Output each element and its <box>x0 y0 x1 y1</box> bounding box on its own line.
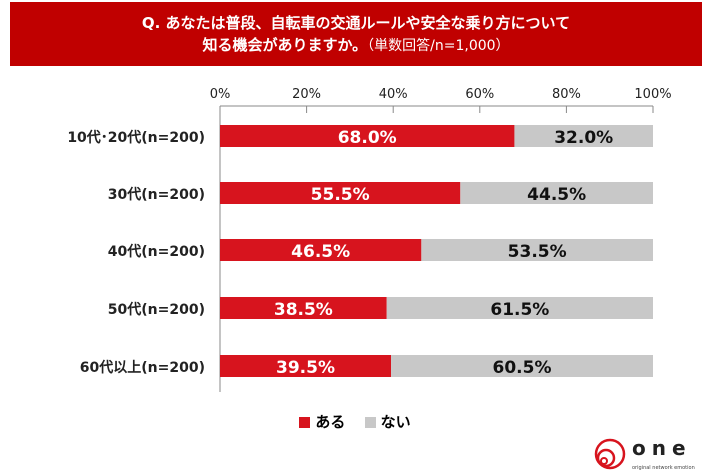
legend-swatch <box>364 417 376 428</box>
bar-aru <box>220 125 515 147</box>
one-logo: one original network emotion <box>594 436 706 474</box>
legend: ある ない <box>0 411 710 432</box>
x-tick-label: 20% <box>292 87 321 102</box>
x-tick-label: 60% <box>465 87 494 102</box>
bar-nai <box>421 239 653 261</box>
title-line2: 知る機会がありますか。 <box>202 36 368 54</box>
legend-item-aru: ある <box>299 413 345 431</box>
title-note: （単数回答/n=1,000） <box>367 38 510 54</box>
x-tick-label: 0% <box>210 87 231 102</box>
title-line1: Q. あなたは普段、自転車の交通ルールや安全な乗り方について <box>141 14 571 32</box>
data-label: 68.0% <box>338 128 397 148</box>
logo-text: one <box>632 436 692 460</box>
category-label: 60代以上(n=200) <box>80 359 205 376</box>
bar-nai <box>460 182 653 204</box>
category-label: 30代(n=200) <box>108 186 205 203</box>
bar-aru <box>220 355 392 377</box>
bar-nai <box>514 125 653 147</box>
data-label: 46.5% <box>291 242 350 262</box>
bar-nai <box>386 297 653 319</box>
category-label: 10代･20代(n=200) <box>67 129 205 146</box>
x-tick-label: 40% <box>379 87 408 102</box>
legend-label: ある <box>315 413 346 431</box>
bar-aru <box>220 297 387 319</box>
data-label: 39.5% <box>276 358 335 378</box>
x-tick-label: 100% <box>634 87 671 102</box>
data-label: 53.5% <box>508 242 567 262</box>
data-label: 44.5% <box>527 185 586 205</box>
data-label: 61.5% <box>490 300 549 320</box>
data-label: 32.0% <box>554 128 613 148</box>
bar-aru <box>220 239 422 261</box>
legend-item-nai: ない <box>364 413 411 431</box>
x-tick-label: 80% <box>552 87 581 102</box>
logo-mark: one original network emotion <box>594 436 695 471</box>
logo-tagline: original network emotion <box>632 465 695 471</box>
chart-title: Q. あなたは普段、自転車の交通ルールや安全な乗り方について 知る機会があります… <box>10 2 702 66</box>
data-label: 38.5% <box>274 300 333 320</box>
legend-swatch <box>299 417 311 428</box>
category-label: 50代(n=200) <box>108 301 205 318</box>
bar-nai <box>391 355 653 377</box>
category-label: 40代(n=200) <box>108 243 205 260</box>
data-label: 60.5% <box>493 358 552 378</box>
legend-label: ない <box>380 413 411 431</box>
data-label: 55.5% <box>311 185 370 205</box>
bar-aru <box>220 182 461 204</box>
